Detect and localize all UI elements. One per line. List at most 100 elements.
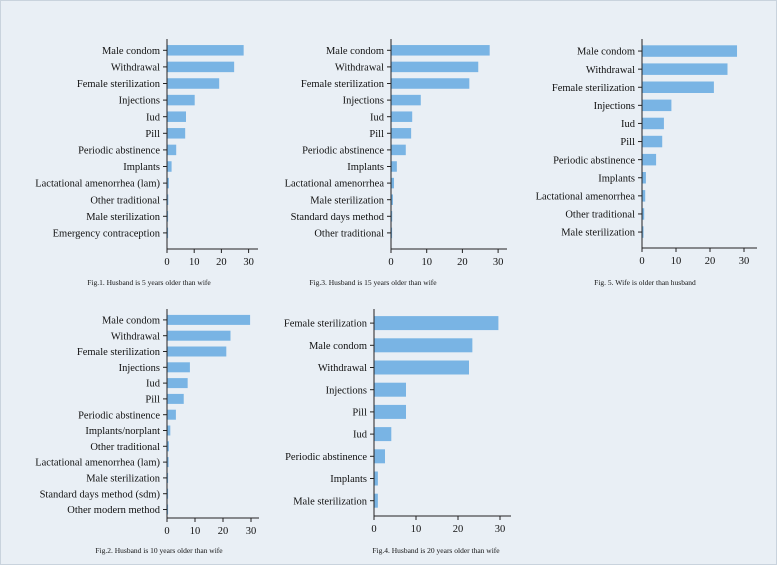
bar: [167, 346, 227, 357]
category-label: Injections: [119, 363, 160, 374]
x-tick-label: 10: [190, 526, 201, 537]
category-label: Other traditional: [90, 195, 160, 206]
bar: [374, 449, 385, 464]
bar: [391, 211, 393, 222]
category-label: Male sterilization: [86, 212, 161, 223]
bar: [391, 94, 421, 106]
bar: [391, 194, 393, 205]
category-label: Pill: [145, 129, 160, 140]
category-label: Implants: [347, 162, 384, 173]
figure-caption: Fig.2. Husband is 10 years older than wi…: [95, 546, 223, 555]
category-label: Withdrawal: [318, 363, 367, 374]
bar: [167, 330, 231, 341]
bar: [167, 128, 186, 139]
bar: [642, 190, 646, 202]
category-label: Male condom: [577, 47, 635, 58]
category-label: Female sterilization: [552, 83, 636, 94]
bar: [167, 378, 188, 389]
bar: [167, 409, 176, 420]
x-tick-label: 0: [639, 256, 644, 267]
x-tick-label: 0: [371, 524, 376, 535]
bar: [642, 135, 663, 148]
x-tick-label: 20: [457, 257, 468, 268]
bar: [167, 61, 235, 73]
figure-caption: Fig. 5. Wife is older than husband: [594, 278, 696, 287]
category-label: Lactational amenorrhea: [536, 191, 636, 202]
chart-fig-1: Male condom Withdrawal Female sterilizatio…: [35, 39, 258, 287]
category-label: Standard days method: [291, 212, 385, 223]
category-label: Injections: [594, 101, 635, 112]
bar: [167, 393, 184, 404]
category-label: Emergency contraception: [53, 229, 161, 240]
chart-fig-4: Male condom Withdrawal Female sterilizatio…: [35, 309, 259, 555]
category-label: Periodic abstinence: [78, 410, 160, 421]
figure-caption: Fig.4. Husband is 20 years older than wi…: [372, 546, 500, 555]
category-label: Lactational amenorrhea (lam): [35, 179, 160, 190]
x-tick-label: 10: [671, 256, 682, 267]
bar: [642, 63, 728, 75]
category-label: Other modern method: [67, 505, 160, 516]
bar: [167, 78, 220, 89]
category-label: Male sterilization: [310, 195, 385, 206]
category-label: Periodic abstinence: [78, 146, 160, 157]
category-label: Periodic abstinence: [285, 452, 367, 463]
bar: [167, 177, 169, 189]
category-label: Iud: [146, 379, 161, 390]
bar: [374, 316, 499, 331]
bar: [374, 382, 406, 397]
bar: [391, 161, 397, 172]
category-label: Pill: [369, 129, 384, 140]
bar: [167, 211, 169, 222]
category-label: Periodic abstinence: [553, 155, 635, 166]
category-label: Implants/norplant: [85, 426, 160, 437]
bar: [391, 144, 406, 156]
x-tick-label: 0: [164, 257, 169, 268]
category-label: Implants: [123, 162, 160, 173]
category-label: Periodic abstinence: [302, 146, 384, 157]
category-label: Injections: [119, 96, 160, 107]
x-tick-label: 10: [421, 257, 432, 268]
category-label: Implants: [598, 173, 635, 184]
category-label: Standard days method (sdm): [40, 489, 161, 500]
bar: [374, 493, 378, 508]
category-label: Female sterilization: [77, 347, 161, 358]
x-tick-label: 30: [243, 257, 254, 268]
chart-fig-2: Male condom Withdrawal Female sterilizatio…: [285, 39, 507, 287]
category-label: Injections: [326, 385, 367, 396]
bar: [391, 227, 393, 239]
bar: [642, 226, 644, 238]
category-label: Injections: [343, 96, 384, 107]
bar: [167, 504, 169, 515]
x-tick-label: 30: [739, 256, 750, 267]
bar: [167, 94, 195, 106]
figure-caption: Fig.1. Husband is 5 years older than wif…: [87, 278, 211, 287]
bar: [167, 227, 169, 239]
bar: [374, 404, 406, 419]
category-label: Withdrawal: [111, 63, 160, 74]
category-label: Male condom: [309, 341, 367, 352]
bar: [642, 45, 738, 57]
category-label: Withdrawal: [586, 65, 635, 76]
x-tick-label: 0: [164, 526, 169, 537]
bar: [391, 61, 479, 73]
category-label: Withdrawal: [335, 63, 384, 74]
category-label: Pill: [352, 408, 367, 419]
bar: [642, 99, 672, 112]
x-tick-label: 30: [246, 526, 257, 537]
category-label: Pill: [620, 137, 635, 148]
bar: [374, 360, 469, 375]
category-label: Male condom: [102, 46, 160, 57]
chart-fig-3: Male condom Withdrawal Female sterilizatio…: [536, 39, 757, 287]
bar: [642, 153, 657, 166]
category-label: Lactational amenorrhea (lam): [35, 458, 160, 469]
category-label: Female sterilization: [77, 79, 161, 90]
bar: [167, 111, 186, 122]
x-tick-label: 20: [216, 257, 227, 268]
category-label: Iud: [621, 119, 636, 130]
category-label: Withdrawal: [111, 331, 160, 342]
bar: [374, 427, 392, 442]
bar: [167, 314, 251, 325]
category-label: Male condom: [326, 46, 384, 57]
bar: [167, 457, 169, 468]
bar: [374, 338, 473, 353]
